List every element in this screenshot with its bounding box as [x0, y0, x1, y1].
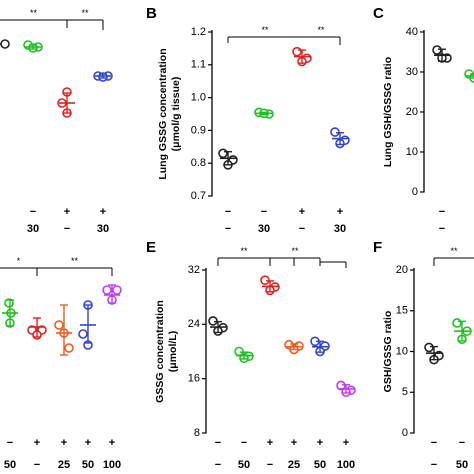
- panel-A-group-row2-label: −: [64, 223, 70, 235]
- panel-D-group-row2-label: 50: [4, 459, 16, 471]
- panel-E-ylabel-line-2: (μmol/L): [167, 331, 179, 372]
- panel-B-group-row1-label: +: [299, 206, 305, 218]
- panel-B-sig-2-label: **: [317, 25, 325, 35]
- panel-F-ylabel-line-1: GSH/GSSG ratio: [382, 311, 394, 393]
- panel-A-group-row2-label: 30: [97, 223, 109, 235]
- panel-E-group-row2-label: −: [267, 459, 273, 471]
- panel-D-point-g6: [102, 285, 112, 295]
- panel-A-group-row1-label: −: [30, 206, 36, 218]
- panel-F-group-row1-label: −: [459, 437, 465, 449]
- panel-E-ylabel-line-1: GSSG concentration: [154, 300, 166, 403]
- panel-E-group-row2-label: 100: [337, 459, 355, 471]
- panel-B-y-tick-label: 1.1: [191, 59, 206, 71]
- panel-E-group-row2-label: 25: [288, 459, 300, 471]
- panel-E-y-tick-label: 24: [188, 318, 200, 330]
- panel-F-point-g2: [452, 318, 462, 328]
- panel-E-group-row2-label: 50: [314, 459, 326, 471]
- panel-E-group-row1-label: −: [215, 437, 221, 449]
- panel-C-y-tick-label: 20: [406, 106, 418, 118]
- panel-F-point-g1: [424, 342, 434, 353]
- panel-F-y-tick-label: 5: [402, 386, 408, 398]
- panel-A-point-g1: [0, 39, 10, 49]
- panel-C-point-g1: [432, 45, 442, 55]
- panel-B-group-row1-label: −: [225, 206, 231, 218]
- panel-F-group-row2-label: −: [431, 459, 437, 471]
- panel-C-y-tick-label: 40: [406, 26, 418, 38]
- panel-C-y-tick-label: 10: [406, 146, 418, 158]
- panel-F-letter: F: [373, 239, 382, 256]
- panel-A-sig-1-label: **: [30, 8, 38, 18]
- panel-D-group-row1-label: +: [109, 437, 115, 449]
- panel-D-group-row2-label: 100: [103, 459, 121, 471]
- panel-C-y-tick-label: 0: [412, 186, 418, 198]
- panel-B-group-row2-label: −: [299, 223, 305, 235]
- panel-F-y-tick-label: 20: [396, 264, 408, 276]
- panel-D-group-row1-label: +: [34, 437, 40, 449]
- panel-F-sig-1-label: **: [450, 246, 458, 256]
- panel-B-point-g1: [218, 148, 228, 159]
- panel-D-group-row1-label: −: [7, 437, 13, 449]
- panel-F-y-tick-label: 15: [396, 305, 408, 317]
- panel-C-group-row2-label: −: [439, 223, 445, 235]
- panel-B-group-row2-label: 30: [258, 223, 270, 235]
- panel-B-ylabel-line-1: Lung GSSG concentration: [157, 48, 169, 179]
- panel-D-point-g5: [78, 329, 88, 339]
- panel-D-group-row2-label: −: [34, 459, 40, 471]
- panel-D-group-row1-label: +: [61, 437, 67, 449]
- panel-E-group-row2-label: −: [215, 459, 221, 471]
- panel-F-group-row1-label: −: [431, 437, 437, 449]
- panel-E-group-row1-label: +: [291, 437, 297, 449]
- panel-D-group-row2-label: 50: [82, 459, 94, 471]
- panel-E-group-row1-label: +: [267, 437, 273, 449]
- panel-A-group-row2-label: 30: [27, 223, 39, 235]
- panel-C-letter: C: [373, 5, 384, 22]
- panel-D-point-g4: [64, 343, 74, 353]
- panel-B-sig-1-label: **: [261, 25, 269, 35]
- panel-B-y-tick-label: 1.2: [191, 26, 206, 38]
- panel-C-y-tick-label: 30: [406, 66, 418, 78]
- panel-F-group-row2-label: 50: [456, 459, 468, 471]
- panel-E-letter: E: [146, 239, 156, 256]
- panel-B-letter: B: [146, 5, 157, 22]
- panel-B-ylabel-line-2: (μmol/g tissue): [170, 77, 182, 152]
- panel-E-sig-1-label: **: [240, 246, 248, 256]
- panel-D-point-g6: [112, 285, 122, 295]
- panel-B-y-tick-label: 1.0: [191, 92, 206, 104]
- panel-E-y-tick-label: 32: [188, 264, 200, 276]
- panel-C-ylabel-line-1: Lung GSH/GSSG ratio: [382, 57, 394, 167]
- panel-F-y-tick-label: 10: [396, 345, 408, 357]
- panel-E-group-row2-label: 50: [238, 459, 250, 471]
- panel-D-point-g2: [4, 298, 14, 308]
- panel-A-group-row1-label: +: [100, 206, 106, 218]
- panel-D-group-row2-label: 25: [58, 459, 70, 471]
- panel-A-sig-2-label: **: [81, 8, 89, 18]
- panel-E-group-row1-label: −: [241, 437, 247, 449]
- panel-A-group-row1-label: +: [64, 206, 70, 218]
- panel-E-y-tick-label: 16: [188, 373, 200, 385]
- panel-B-y-tick-label: 0.9: [191, 124, 206, 136]
- panel-B-point-g3: [292, 46, 302, 57]
- panel-B-y-tick-label: 0.7: [191, 190, 206, 202]
- panel-B-group-row1-label: +: [337, 206, 343, 218]
- panel-D-group-row1-label: +: [85, 437, 91, 449]
- panel-E-group-row1-label: +: [317, 437, 323, 449]
- panel-B-y-tick-label: 0.8: [191, 157, 206, 169]
- panel-D-sig-2-label: **: [71, 256, 79, 266]
- panel-B-group-row2-label: 30: [334, 223, 346, 235]
- panel-E-group-row1-label: +: [343, 437, 349, 449]
- panel-C-group-row1-label: −: [439, 206, 445, 218]
- panel-B-group-row1-label: −: [261, 206, 267, 218]
- panel-D-sig-1-label: *: [17, 256, 21, 266]
- panel-B-group-row2-label: −: [225, 223, 231, 235]
- panel-D-point-g4: [54, 320, 64, 330]
- panel-F-y-tick-label: 0: [402, 427, 408, 439]
- panel-E-y-tick-label: 8: [194, 427, 200, 439]
- panel-E-sig-2-label: **: [291, 246, 299, 256]
